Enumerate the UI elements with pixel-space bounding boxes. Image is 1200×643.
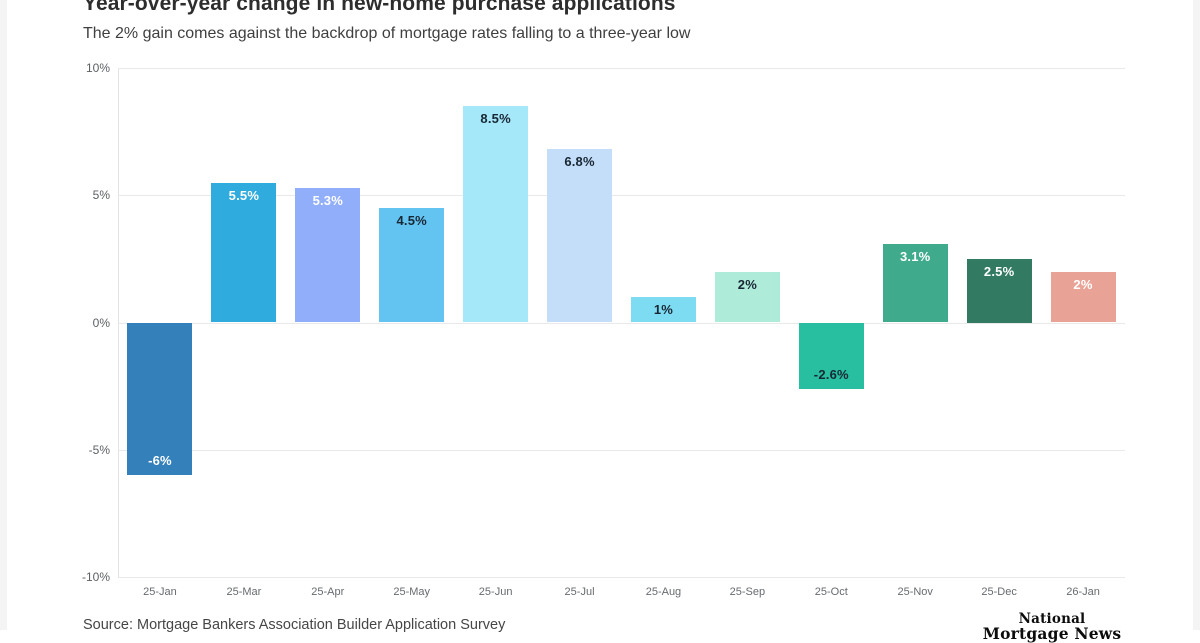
logo-line-1: National bbox=[1018, 611, 1086, 627]
bar-value-label: 6.8% bbox=[564, 154, 595, 170]
bar-25-Nov: 3.1% bbox=[882, 243, 948, 323]
bar-25-Jul: 6.8% bbox=[547, 149, 613, 323]
right-edge-strip bbox=[1193, 0, 1200, 630]
gridline-5% bbox=[118, 195, 1125, 197]
y-tick-label: 5% bbox=[92, 188, 110, 203]
national-mortgage-news-logo: National Mortgage News bbox=[982, 612, 1122, 641]
gridline--10% bbox=[118, 577, 1125, 578]
x-tick-label: 25-Aug bbox=[645, 586, 682, 598]
chart-subtitle: The 2% gain comes against the backdrop o… bbox=[83, 25, 691, 42]
y-tick-label: 0% bbox=[92, 315, 110, 330]
source-attribution: Source: Mortgage Bankers Association Bui… bbox=[83, 617, 506, 633]
x-tick-label: 25-Jul bbox=[564, 586, 595, 598]
bar-value-label: 2% bbox=[1073, 276, 1093, 292]
bar-value-label: 5.5% bbox=[228, 187, 260, 203]
bar-26-Jan: 2% bbox=[1050, 271, 1116, 323]
x-tick-label: 26-Jan bbox=[1066, 586, 1100, 598]
y-tick-label: -5% bbox=[88, 442, 110, 457]
bar-25-Apr: 5.3% bbox=[295, 187, 361, 323]
bar-25-Oct: -2.6% bbox=[798, 322, 864, 389]
x-tick-label: 25-Sep bbox=[729, 586, 766, 598]
bar-value-label: 8.5% bbox=[480, 111, 511, 127]
bar-25-Mar: 5.5% bbox=[211, 182, 277, 323]
y-tick-label: -10% bbox=[81, 570, 110, 584]
logo-line-2: Mortgage News bbox=[982, 624, 1122, 643]
bar-value-label: 4.5% bbox=[396, 212, 427, 228]
bar-25-Dec: 2.5% bbox=[966, 258, 1032, 323]
x-tick-label: 25-Apr bbox=[311, 586, 345, 598]
bar-25-May: 4.5% bbox=[379, 207, 445, 323]
y-tick-label: 10% bbox=[85, 61, 110, 75]
bar-25-Jun: 8.5% bbox=[463, 106, 529, 323]
bar-value-label: 3.1% bbox=[899, 248, 931, 264]
bar-value-label: 1% bbox=[653, 302, 674, 318]
chart-title: Year-over-year change in new-home purcha… bbox=[83, 0, 676, 15]
bar-value-label: 2% bbox=[737, 276, 757, 292]
bar-value-label: 5.3% bbox=[312, 192, 343, 208]
x-tick-label: 25-Jan bbox=[143, 586, 177, 598]
x-tick-label: 25-Jun bbox=[478, 586, 513, 598]
x-tick-label: 25-Mar bbox=[226, 586, 262, 598]
bar-value-label: -2.6% bbox=[813, 366, 849, 382]
bar-chart-plot-area: 10% 5% 0% -5% -10% -6% 25-Jan 5.5% 25-Mar 5.3% 25-… bbox=[82, 62, 1125, 598]
bar-value-label: 2.5% bbox=[983, 263, 1015, 279]
gridline-10% bbox=[118, 68, 1125, 69]
bar-25-Sep: 2% bbox=[714, 271, 780, 323]
x-tick-label: 25-Oct bbox=[814, 586, 848, 598]
bar-value-label: -6% bbox=[148, 453, 172, 469]
bar-25-Aug: 1% bbox=[630, 297, 696, 323]
x-tick-label: 25-Nov bbox=[897, 586, 933, 598]
x-tick-label: 25-May bbox=[393, 586, 431, 598]
left-edge-strip bbox=[0, 0, 7, 630]
bar-25-Jan: -6% bbox=[127, 322, 193, 476]
gridline-0% bbox=[118, 322, 1125, 324]
x-tick-label: 25-Dec bbox=[981, 586, 1017, 598]
gridline--5% bbox=[118, 449, 1125, 451]
